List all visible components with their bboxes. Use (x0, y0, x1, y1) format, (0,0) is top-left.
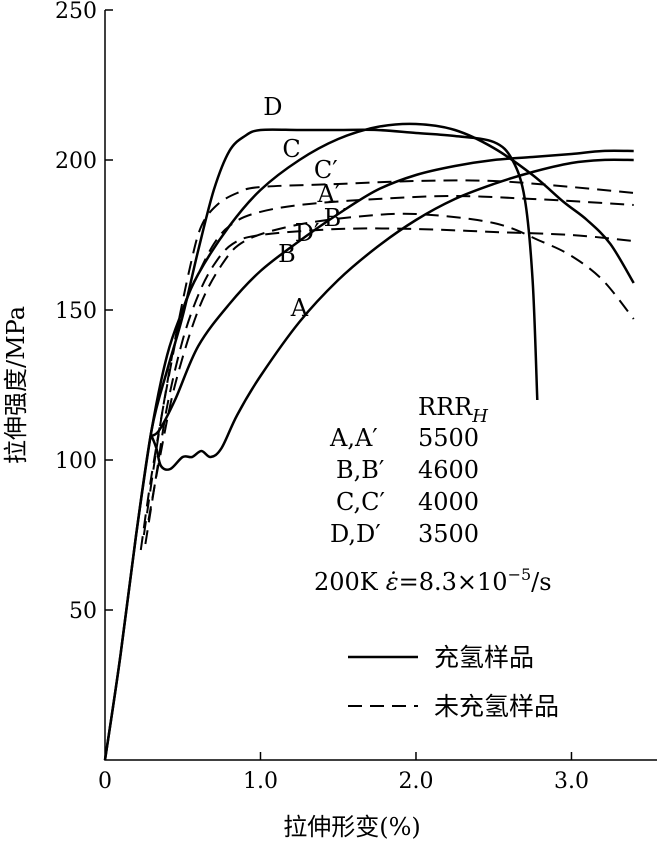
series-label-D: D (263, 93, 282, 121)
curve-labels: AB CD A′B′ C′ D′ (263, 93, 346, 322)
legend-label-uncharged: 未充氢样品 (434, 692, 559, 721)
series-label-B-prime: B′ (324, 204, 347, 232)
y-axis-label: 拉伸强度/MPa (2, 306, 30, 464)
series-line-B-prime (147, 212, 635, 521)
axes: 0 1.0 2.0 3.0 50 100 150 200 250 (55, 0, 657, 794)
table-row-value: 4000 (418, 488, 479, 516)
y-tick-label: 100 (55, 449, 97, 474)
series-label-C: C (282, 135, 300, 163)
curves (103, 122, 635, 761)
legend: 充氢样品 未充氢样品 (348, 643, 559, 721)
series-label-B: B (278, 240, 296, 268)
table-row-label: B,B′ (336, 456, 384, 484)
table-row-value: 3500 (418, 520, 479, 548)
series-label-A-prime: A′ (317, 180, 341, 208)
series-line-A (150, 158, 634, 471)
test-condition: 200K ε̇=8.3×10−5/s (314, 565, 552, 596)
rrr-header: RRRH (418, 393, 488, 427)
series-label-C-prime: C′ (314, 156, 338, 184)
series-line-D-prime (144, 227, 634, 545)
series-line-C-prime (142, 179, 634, 536)
y-tick-label: 150 (55, 299, 97, 324)
x-tick-label: 0 (98, 769, 112, 794)
table-row-value: 5500 (418, 424, 479, 452)
y-tick-label: 200 (55, 149, 97, 174)
rrr-header-subscript: H (471, 406, 488, 427)
y-tick-label: 250 (55, 0, 97, 24)
table-row-label: A,A′ (329, 424, 378, 452)
x-tick-label: 3.0 (554, 769, 589, 794)
table-row-value: 4600 (418, 456, 479, 484)
y-tick-label: 50 (69, 599, 97, 624)
series-label-D-prime: D′ (295, 219, 320, 247)
legend-label-charged: 充氢样品 (434, 643, 534, 672)
x-tick-label: 1.0 (243, 769, 278, 794)
x-axis-label: 拉伸形变(%) (283, 813, 421, 841)
series-line-D (103, 128, 539, 761)
series-label-A: A (290, 294, 309, 322)
rrr-table: RRRH A,A′ 5500 B,B′ 4600 C,C′ 4000 D,D′ … (329, 393, 488, 548)
table-row-label: C,C′ (336, 488, 385, 516)
series-line-A-prime (139, 194, 634, 551)
x-tick-label: 2.0 (398, 769, 433, 794)
axis-frame (104, 10, 657, 761)
table-row-label: D,D′ (330, 520, 381, 548)
series-line-B (150, 149, 634, 438)
